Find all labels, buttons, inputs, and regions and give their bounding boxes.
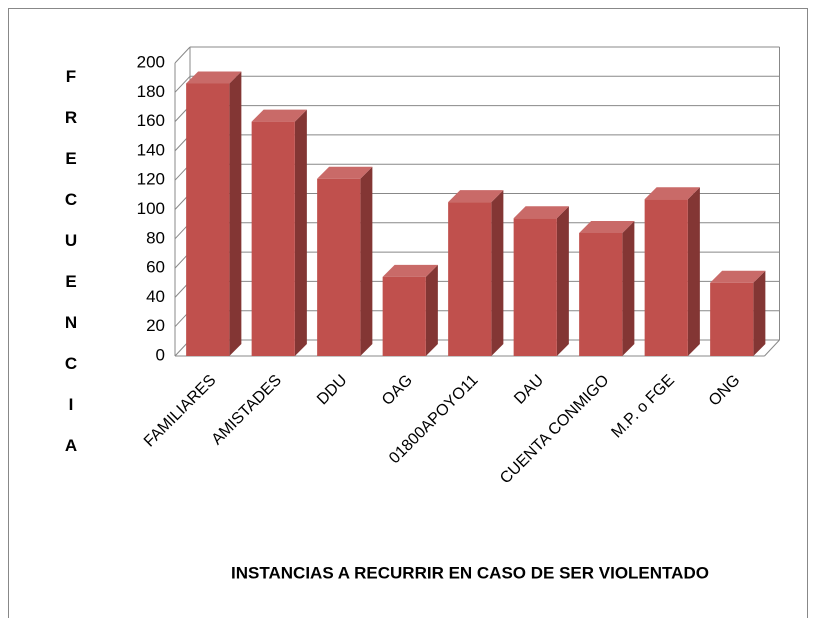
bar-face xyxy=(229,71,242,356)
bar-face xyxy=(710,282,754,356)
x-tick-label: CUENTA CONMIGO xyxy=(497,372,613,488)
bar xyxy=(186,71,242,356)
bar xyxy=(644,187,700,356)
bar xyxy=(382,264,438,356)
x-tick-label: DDU xyxy=(314,372,351,409)
x-axis-title: INSTANCIAS A RECURRIR EN CASO DE SER VIO… xyxy=(231,563,709,582)
y-tick-label: 20 xyxy=(146,316,165,335)
bar xyxy=(710,270,766,356)
bar-face xyxy=(448,202,492,356)
bar-face xyxy=(579,220,635,233)
bar-face xyxy=(360,166,373,356)
bar-face xyxy=(579,232,623,356)
x-tick-label: M.P. o FGE xyxy=(608,372,678,442)
bar-face xyxy=(251,121,295,356)
y-tick-label: 120 xyxy=(137,170,165,189)
bar-face xyxy=(382,264,438,277)
bar-face xyxy=(753,270,766,356)
bar-face xyxy=(186,71,242,84)
bar-face xyxy=(644,187,700,200)
bar-face xyxy=(251,109,307,122)
bar xyxy=(448,190,504,356)
x-tick-label: DAU xyxy=(511,372,547,408)
bar-face xyxy=(294,109,307,356)
bar-face xyxy=(382,276,426,356)
grid-line xyxy=(174,46,191,64)
bar-face xyxy=(687,187,700,356)
grid-line xyxy=(174,75,191,93)
bar-face xyxy=(186,83,230,356)
x-tick-label: AMISTADES xyxy=(208,372,285,449)
bar xyxy=(579,220,635,356)
y-tick-label: 160 xyxy=(137,111,165,130)
y-tick-label: 100 xyxy=(137,199,165,218)
bar xyxy=(251,109,307,356)
floor-edge xyxy=(764,339,780,357)
y-tick-label: 200 xyxy=(137,52,165,71)
bar-face xyxy=(710,270,766,283)
bar-face xyxy=(513,206,569,219)
bar-face xyxy=(317,178,361,356)
bar-face xyxy=(317,166,373,179)
bar-face xyxy=(491,190,504,356)
bar xyxy=(317,166,373,356)
bar-face xyxy=(425,264,438,356)
y-tick-label: 40 xyxy=(146,287,165,306)
bar xyxy=(513,206,569,356)
bar-face xyxy=(513,218,557,356)
y-tick-label: 140 xyxy=(137,140,165,159)
y-tick-label: 180 xyxy=(137,82,165,101)
bar-face xyxy=(448,190,504,203)
y-tick-label: 0 xyxy=(156,345,165,364)
x-tick-label: FAMILIARES xyxy=(141,372,220,451)
x-tick-label: OAG xyxy=(379,372,416,409)
y-axis-title: FRECUENCIA xyxy=(64,67,78,455)
bar-face xyxy=(644,199,688,356)
x-tick-label: ONG xyxy=(706,372,744,410)
bar-face xyxy=(556,206,569,356)
y-tick-label: 60 xyxy=(146,258,165,277)
y-tick-label: 80 xyxy=(146,228,165,247)
bar-face xyxy=(622,220,635,356)
chart-frame xyxy=(8,8,808,618)
